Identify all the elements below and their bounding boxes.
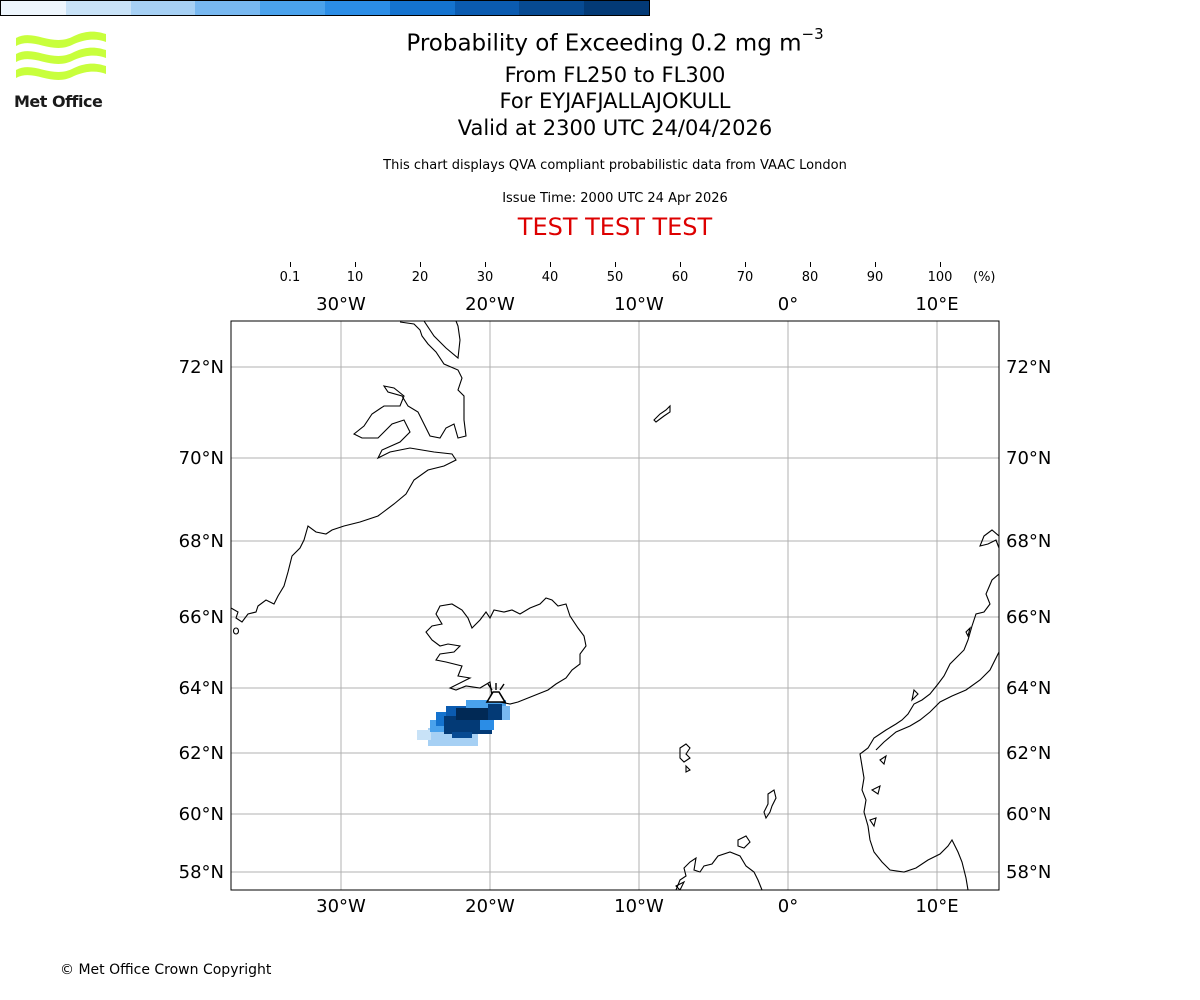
- colorbar-segment: [324, 1, 390, 15]
- colorbar-tick-label: 60: [671, 270, 689, 285]
- colorbar-tick: [419, 262, 421, 267]
- disclaimer: This chart displays QVA compliant probab…: [383, 158, 847, 173]
- colorbar-tick-label: 80: [801, 270, 819, 285]
- met-office-wave-icon: [16, 31, 106, 80]
- coastline-jan-mayen: [653, 404, 671, 423]
- coastlines: [231, 321, 999, 890]
- lon-label-top: 30°W: [316, 294, 366, 315]
- colorbar-tick-label: 90: [866, 270, 884, 285]
- colorbar-tick-label: 50: [606, 270, 624, 285]
- lon-label-bottom: 20°W: [465, 896, 515, 917]
- colorbar-tick: [354, 262, 356, 267]
- colorbar-segment: [1, 1, 66, 15]
- colorbar-tick: [744, 262, 746, 267]
- met-office-logo: [16, 31, 106, 80]
- lon-label-top: 0°: [778, 294, 798, 315]
- coastline-orkney: [737, 835, 751, 849]
- colorbar-unit: (%): [973, 270, 996, 285]
- colorbar-segment: [584, 1, 649, 15]
- lon-label-bottom: 10°W: [614, 896, 664, 917]
- volcano-name: For EYJAFJALLAJOKULL: [499, 89, 731, 113]
- colorbar-tick: [614, 262, 616, 267]
- coastline-iceland: [425, 597, 587, 705]
- lat-label-right: 72°N: [1006, 357, 1051, 378]
- colorbar-tick-label: 0.1: [279, 270, 301, 285]
- coastline-greenland: [231, 321, 467, 623]
- ash-probability-field: [417, 700, 510, 746]
- chart-title: Probability of Exceeding 0.2 mg m−3: [406, 25, 824, 57]
- lon-label-bottom: 10°E: [915, 896, 958, 917]
- colorbar-tick: [289, 262, 291, 267]
- lat-label-right: 66°N: [1006, 607, 1051, 628]
- lat-label-left: 62°N: [179, 743, 224, 764]
- colorbar-tick: [679, 262, 681, 267]
- graticule: [231, 321, 999, 890]
- colorbar-tick-label: 20: [411, 270, 429, 285]
- colorbar-segment: [130, 1, 196, 15]
- lon-label-top: 20°W: [465, 294, 515, 315]
- lon-label-bottom: 30°W: [316, 896, 366, 917]
- lon-label-top: 10°W: [614, 294, 664, 315]
- copyright: © Met Office Crown Copyright: [60, 962, 272, 978]
- lat-label-right: 68°N: [1006, 531, 1051, 552]
- coastline-norway: [859, 529, 999, 890]
- lat-label-left: 72°N: [179, 357, 224, 378]
- colorbar-tick: [809, 262, 811, 267]
- colorbar-tick: [939, 262, 941, 267]
- flight-levels: From FL250 to FL300: [504, 63, 726, 87]
- colorbar-segment: [65, 1, 131, 15]
- colorbar-tick-label: 100: [927, 270, 953, 285]
- colorbar: [0, 0, 650, 16]
- lat-label-left: 68°N: [179, 531, 224, 552]
- colorbar-tick-label: 70: [736, 270, 754, 285]
- lon-label-bottom: 0°: [778, 896, 798, 917]
- colorbar-segment: [454, 1, 520, 15]
- valid-time: Valid at 2300 UTC 24/04/2026: [457, 116, 773, 140]
- lat-label-right: 60°N: [1006, 804, 1051, 825]
- colorbar-tick-label: 30: [476, 270, 494, 285]
- lat-label-left: 70°N: [179, 448, 224, 469]
- colorbar-tick-label: 40: [541, 270, 559, 285]
- test-banner: TEST TEST TEST: [517, 213, 713, 241]
- lat-label-right: 58°N: [1006, 862, 1051, 883]
- lon-label-top: 10°E: [915, 294, 958, 315]
- map-background: [231, 321, 999, 890]
- lat-label-left: 64°N: [179, 678, 224, 699]
- colorbar-tick: [549, 262, 551, 267]
- coastline-scotland: [675, 851, 763, 890]
- lat-label-right: 62°N: [1006, 743, 1051, 764]
- colorbar-segment: [195, 1, 261, 15]
- coastline-shetland: [763, 789, 777, 820]
- lat-label-left: 58°N: [179, 862, 224, 883]
- volcano-icon: [485, 683, 507, 703]
- colorbar-segment: [260, 1, 325, 15]
- colorbar-tick: [484, 262, 486, 267]
- issue-time: Issue Time: 2000 UTC 24 Apr 2026: [502, 191, 728, 206]
- coastline-faroe: [679, 743, 691, 773]
- colorbar-tick: [874, 262, 876, 267]
- lat-label-left: 66°N: [179, 607, 224, 628]
- colorbar-tick-label: 10: [346, 270, 364, 285]
- colorbar-segment: [389, 1, 455, 15]
- lat-label-left: 60°N: [179, 804, 224, 825]
- map-frame: [230, 320, 1000, 891]
- lat-label-right: 64°N: [1006, 678, 1051, 699]
- colorbar-segment: [519, 1, 585, 15]
- logo-text: Met Office: [14, 92, 103, 111]
- lat-label-right: 70°N: [1006, 448, 1051, 469]
